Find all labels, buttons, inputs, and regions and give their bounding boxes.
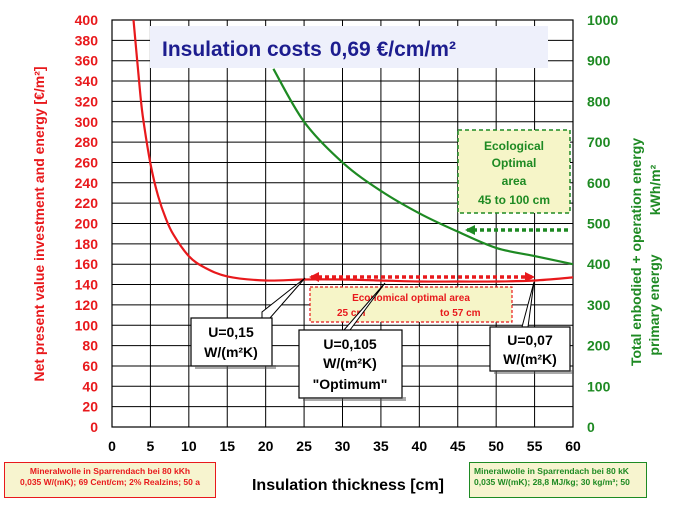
left-axis-ticks: 0 20 40 60 80 100 120 140 160 180 200 220 240 260 280 3… bbox=[75, 12, 99, 435]
ecological-line1: Ecological bbox=[484, 139, 544, 153]
x-tick-label: 35 bbox=[373, 438, 389, 454]
callout-mid-line1: U=0,105 bbox=[323, 336, 377, 352]
footnote-right-line1: Mineralwolle in Sparrendach bei 80 kK bbox=[474, 466, 629, 476]
callout-left-shadow bbox=[195, 365, 276, 369]
y-right-tick-label: 800 bbox=[587, 93, 611, 109]
y-right-unit: kWh/m² bbox=[647, 164, 663, 215]
y-left-tick-label: 20 bbox=[82, 399, 98, 415]
callout-right bbox=[489, 326, 571, 372]
x-tick-label: 25 bbox=[296, 438, 312, 454]
x-tick-label: 55 bbox=[527, 438, 543, 454]
y-left-tick-label: 360 bbox=[75, 53, 99, 69]
y-right-label: Total enbodied + operation energy bbox=[628, 138, 644, 366]
y-right-tick-label: 1000 bbox=[587, 12, 618, 28]
x-tick-label: 40 bbox=[412, 438, 428, 454]
y-left-tick-label: 160 bbox=[75, 256, 99, 272]
callout-mid bbox=[298, 329, 403, 399]
footnote-left: Mineralwolle in Sparrendach bei 80 kKh 0… bbox=[4, 462, 216, 498]
y-left-tick-label: 0 bbox=[90, 419, 98, 435]
callout-right-shadow bbox=[494, 370, 574, 374]
footnote-left-line2: 0,035 W/(mK); 69 Cent/cm; 2% Realzins; 5… bbox=[20, 477, 200, 487]
y-left-tick-label: 100 bbox=[75, 317, 99, 333]
y-right-tick-label: 600 bbox=[587, 175, 611, 191]
y-left-tick-label: 260 bbox=[75, 154, 99, 170]
callout-mid-line3: "Optimum" bbox=[313, 376, 388, 392]
y-right-tick-label: 300 bbox=[587, 297, 611, 313]
y-right-label-2: primary energy bbox=[646, 254, 662, 355]
footnote-right: Mineralwolle in Sparrendach bei 80 kK 0,… bbox=[469, 462, 647, 498]
y-right-tick-label: 500 bbox=[587, 216, 611, 232]
y-left-tick-label: 380 bbox=[75, 32, 99, 48]
y-right-tick-label: 200 bbox=[587, 338, 611, 354]
y-left-tick-label: 40 bbox=[82, 378, 98, 394]
y-left-tick-label: 340 bbox=[75, 73, 99, 89]
y-right-tick-label: 700 bbox=[587, 134, 611, 150]
footnote-left-line1: Mineralwolle in Sparrendach bei 80 kKh bbox=[29, 466, 191, 476]
y-left-tick-label: 320 bbox=[75, 93, 99, 109]
callout-right-line1: U=0,07 bbox=[507, 332, 553, 348]
y-left-tick-label: 180 bbox=[75, 236, 99, 252]
x-tick-label: 60 bbox=[565, 438, 581, 454]
footnote-right-line2: 0,035 W/(mK); 28,8 MJ/kg; 30 kg/m³; 50 bbox=[474, 477, 630, 487]
x-tick-label: 15 bbox=[219, 438, 235, 454]
x-tick-label: 45 bbox=[450, 438, 466, 454]
ecological-area-box bbox=[457, 129, 571, 214]
y-right-tick-label: 100 bbox=[587, 378, 611, 394]
x-tick-label: 30 bbox=[335, 438, 351, 454]
callout-mid-line2: W/(m²K) bbox=[323, 355, 377, 371]
y-left-tick-label: 80 bbox=[82, 338, 98, 354]
x-tick-label: 10 bbox=[181, 438, 197, 454]
y-left-tick-label: 200 bbox=[75, 216, 99, 232]
y-right-tick-label: 400 bbox=[587, 256, 611, 272]
x-axis-ticks: 0 5 10 15 20 25 30 35 40 45 50 55 60 bbox=[108, 438, 581, 454]
y-left-tick-label: 120 bbox=[75, 297, 99, 313]
callout-left bbox=[190, 317, 273, 367]
y-right-tick-label: 0 bbox=[587, 419, 595, 435]
economical-to: to 57 cm bbox=[440, 308, 481, 319]
ecological-line2: Optimal bbox=[492, 156, 537, 170]
economical-title: Economical optimal area bbox=[352, 293, 470, 304]
y-left-tick-label: 400 bbox=[75, 12, 99, 28]
x-tick-label: 0 bbox=[108, 438, 116, 454]
chart-title: Insulation costs 0,69 €/cm/m² bbox=[162, 38, 456, 61]
callout-right-line2: W/(m²K) bbox=[503, 351, 557, 367]
x-tick-label: 5 bbox=[147, 438, 155, 454]
x-tick-label: 50 bbox=[488, 438, 504, 454]
economical-from: 25 cm bbox=[337, 308, 365, 319]
right-axis-ticks: 0 100 200 300 400 500 600 700 800 900 1000 bbox=[587, 12, 618, 435]
ecological-line3: area bbox=[502, 174, 527, 188]
title-box bbox=[150, 26, 548, 68]
x-tick-label: 20 bbox=[258, 438, 274, 454]
y-right-tick-label: 900 bbox=[587, 53, 611, 69]
economical-area-box bbox=[309, 286, 513, 323]
callout-left-line1: U=0,15 bbox=[208, 324, 254, 340]
y-left-label: Net present value investment and energy … bbox=[31, 66, 47, 381]
y-left-tick-label: 300 bbox=[75, 114, 99, 130]
series-line-energy bbox=[272, 68, 573, 266]
callout-mid-shadow bbox=[303, 397, 406, 401]
y-left-tick-label: 240 bbox=[75, 175, 99, 191]
y-left-tick-label: 280 bbox=[75, 134, 99, 150]
y-left-tick-label: 140 bbox=[75, 277, 99, 293]
y-left-tick-label: 60 bbox=[82, 358, 98, 374]
callout-left-line2: W/(m²K) bbox=[204, 344, 258, 360]
ecological-range: 45 to 100 cm bbox=[478, 193, 550, 207]
x-axis-label: Insulation thickness [cm] bbox=[252, 477, 444, 494]
y-left-tick-label: 220 bbox=[75, 195, 99, 211]
